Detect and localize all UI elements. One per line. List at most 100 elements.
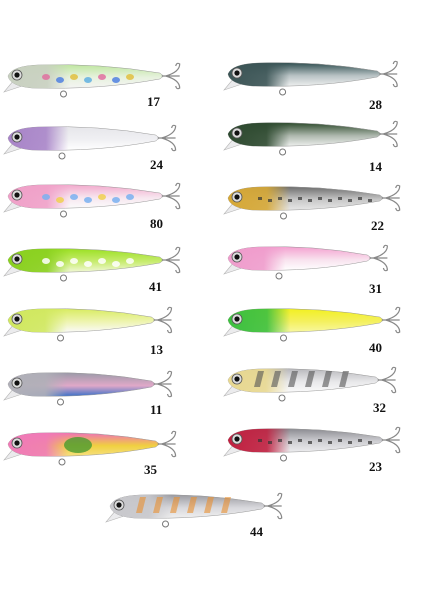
tail-hook	[153, 306, 173, 334]
pupil	[234, 436, 240, 442]
pupil	[116, 502, 122, 508]
lure-head	[8, 308, 156, 333]
color-code: 35	[144, 462, 158, 477]
pupil	[14, 134, 20, 140]
lure: 40	[223, 306, 401, 355]
spot	[70, 258, 78, 264]
hook-eye	[280, 212, 287, 220]
spot	[70, 194, 78, 200]
hook-eye	[279, 148, 287, 156]
lure: 14	[223, 120, 398, 174]
bar-mark	[322, 371, 332, 387]
spot	[258, 197, 262, 200]
lure: 11	[3, 370, 173, 417]
spot	[358, 439, 362, 442]
hook-eye	[57, 334, 64, 342]
pupil	[14, 72, 20, 78]
spot	[98, 74, 106, 80]
tail-hook	[377, 366, 397, 394]
spot	[308, 441, 312, 444]
lure-head	[8, 372, 156, 397]
color-code: 17	[147, 94, 161, 109]
tail-hook	[381, 426, 401, 454]
lure: 22	[223, 184, 401, 233]
lure-head	[228, 246, 372, 271]
lure-head	[228, 62, 382, 87]
spot	[84, 261, 92, 267]
spot	[126, 74, 134, 80]
spot	[348, 199, 352, 202]
bar-mark	[221, 497, 231, 513]
spot	[308, 199, 312, 202]
lure-head	[228, 308, 384, 333]
spot	[328, 199, 332, 202]
pupil	[234, 254, 240, 260]
spot	[84, 77, 92, 83]
tail-hook	[369, 244, 389, 272]
lure: 28	[223, 60, 398, 112]
spot	[98, 258, 106, 264]
tail-hook	[381, 306, 401, 334]
spot	[368, 199, 372, 202]
hook-eye	[279, 88, 287, 96]
hook-eye	[278, 394, 286, 402]
color-code: 24	[150, 157, 164, 172]
tail-hook	[161, 62, 181, 90]
hook-eye	[60, 210, 67, 218]
tail-hook	[157, 124, 177, 152]
spot	[288, 199, 292, 202]
color-code: 23	[369, 459, 383, 474]
tail-hook	[263, 492, 283, 520]
hook-eye	[280, 334, 287, 342]
tail-hook	[381, 184, 401, 212]
spot	[70, 74, 78, 80]
bar-mark	[271, 371, 281, 387]
lure: 80	[3, 182, 181, 231]
color-code: 44	[250, 524, 264, 539]
lure: 23	[223, 426, 401, 474]
bar-mark	[254, 371, 264, 387]
color-code: 28	[369, 97, 383, 112]
lure: 31	[223, 244, 389, 296]
spot	[56, 77, 64, 83]
spot	[42, 194, 50, 200]
color-code: 13	[150, 342, 164, 357]
hook-eye	[275, 272, 283, 280]
pupil	[234, 194, 240, 200]
bar-mark	[170, 497, 180, 513]
hook-eye	[60, 90, 67, 98]
lure-head	[8, 184, 164, 209]
pupil	[234, 70, 240, 76]
pupil	[14, 440, 20, 446]
bar-mark	[204, 497, 214, 513]
spot	[84, 197, 92, 203]
spot	[112, 77, 120, 83]
color-code: 40	[369, 340, 382, 355]
spot	[348, 441, 352, 444]
blotch	[64, 437, 92, 453]
lure: 24	[3, 124, 177, 172]
tail-hook	[379, 60, 398, 88]
bar-mark	[187, 497, 197, 513]
spot	[278, 439, 282, 442]
spot	[318, 439, 322, 442]
hook-eye	[60, 274, 67, 282]
lure-head	[8, 126, 160, 151]
hook-eye	[57, 398, 64, 406]
bar-mark	[153, 497, 163, 513]
lure-head	[8, 64, 164, 89]
color-code: 32	[373, 400, 386, 415]
lure: 35	[3, 430, 177, 477]
lure-head	[228, 428, 384, 453]
bar-mark	[339, 371, 349, 387]
spot	[298, 197, 302, 200]
color-code: 41	[149, 279, 162, 294]
color-code: 31	[369, 281, 382, 296]
tail-hook	[379, 120, 398, 148]
spot	[56, 197, 64, 203]
spot	[56, 261, 64, 267]
spot	[126, 194, 134, 200]
pupil	[234, 376, 240, 382]
pupil	[14, 380, 20, 386]
